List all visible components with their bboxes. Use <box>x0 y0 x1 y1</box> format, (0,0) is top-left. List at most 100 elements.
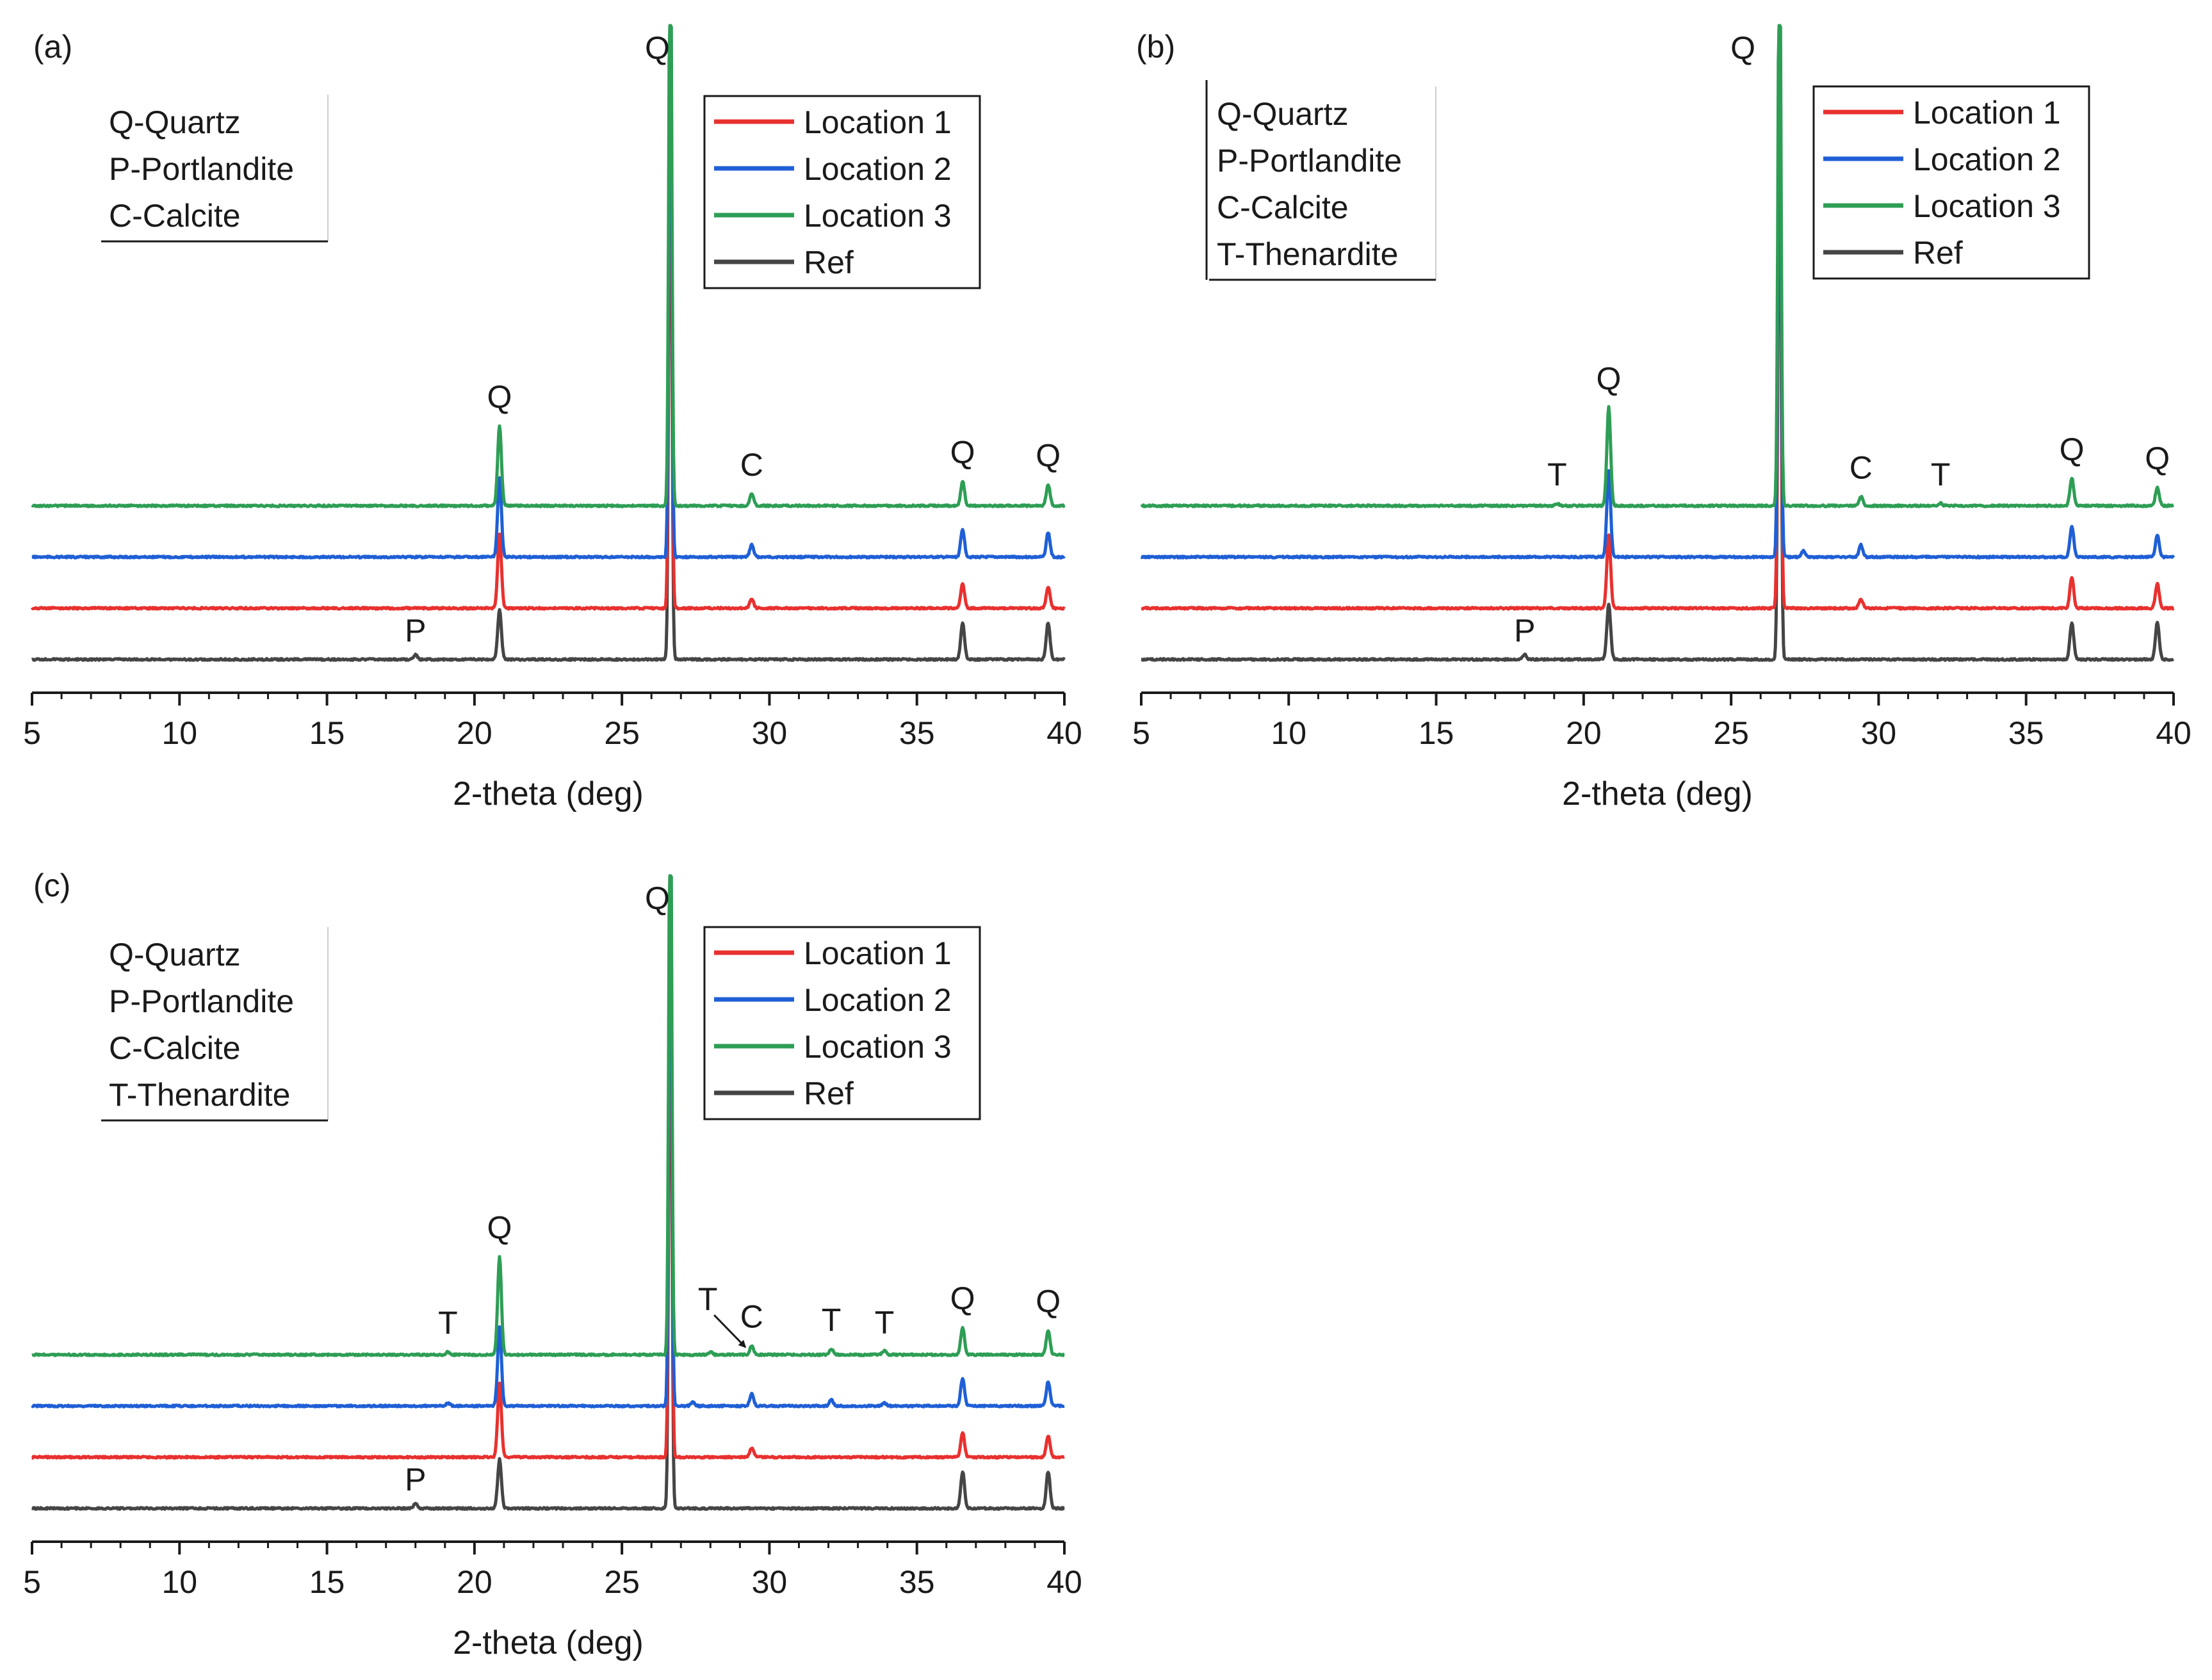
x-tick-label: 20 <box>457 1564 492 1600</box>
x-tick-label: 10 <box>161 715 197 751</box>
x-tick-label: 15 <box>309 1564 345 1600</box>
series-line-location-1 <box>1140 24 2175 611</box>
peak-label: T <box>1547 456 1567 492</box>
x-tick-label: 15 <box>309 715 345 751</box>
x-tick-label: 40 <box>1046 1564 1082 1600</box>
key-entry: C-Calcite <box>1217 190 1349 225</box>
x-axis-title: 2-theta (deg) <box>1562 775 1753 812</box>
peak-label: Q <box>487 1210 512 1246</box>
peak-label: Q <box>2060 432 2085 467</box>
peak-label: C <box>740 447 763 483</box>
peak-label: T <box>1931 456 1951 492</box>
series-line-ref <box>31 56 1066 662</box>
x-tick-label: 10 <box>1271 715 1306 751</box>
series-line-ref <box>1140 56 2175 662</box>
x-tick-label: 25 <box>604 715 640 751</box>
peak-label: Q <box>950 1280 975 1316</box>
peak-label: Q <box>1036 437 1061 473</box>
x-tick-label: 25 <box>604 1564 640 1600</box>
key-entry: P-Portlandite <box>1217 143 1402 179</box>
x-axis-title: 2-theta (deg) <box>453 775 644 812</box>
panel-label: (c) <box>33 868 70 903</box>
mineral-key: Q-Quartz P-Portlandite C-Calcite T-Thenardi… <box>1205 80 1436 281</box>
legend-label: Location 1 <box>804 935 952 971</box>
x-tick-label: 40 <box>1046 715 1082 751</box>
peak-label: Q <box>2145 440 2170 476</box>
legend-frame <box>1812 85 2090 280</box>
peak-label: C <box>1850 450 1873 486</box>
x-tick-label: 20 <box>1566 715 1602 751</box>
x-tick-label: 15 <box>1419 715 1454 751</box>
peak-label: P <box>405 1462 426 1498</box>
peak-label: P <box>405 613 426 649</box>
key-entry: T-Thenardite <box>1217 236 1398 272</box>
legend-label: Location 3 <box>1913 188 2061 224</box>
peak-label: T <box>875 1304 895 1340</box>
peak-label: T <box>438 1305 458 1341</box>
legend-label: Location 3 <box>804 1029 952 1065</box>
series-legend: Location 1 Location 2 Location 3 Ref <box>703 95 981 289</box>
key-entry: P-Portlandite <box>109 983 294 1019</box>
key-entry: C-Calcite <box>109 198 241 234</box>
series-line-location-3 <box>31 24 1066 508</box>
x-tick-label: 40 <box>2156 715 2192 751</box>
x-tick-label: 5 <box>1132 715 1150 751</box>
x-tick-label: 10 <box>161 1564 197 1600</box>
key-entry: Q-Quartz <box>1217 96 1349 132</box>
x-tick-label: 5 <box>23 1564 41 1600</box>
legend-label: Location 1 <box>804 104 952 140</box>
legend-label: Ref <box>1913 235 1963 271</box>
x-tick-label: 20 <box>457 715 492 751</box>
peak-label: Q <box>645 30 670 66</box>
legend-frame <box>703 926 981 1120</box>
legend-label: Location 2 <box>1913 141 2061 177</box>
x-tick-label: 30 <box>752 1564 788 1600</box>
legend-frame <box>703 95 981 289</box>
series-line-location-3 <box>31 874 1066 1357</box>
panel-label: (a) <box>33 29 72 65</box>
legend-label: Location 2 <box>804 151 952 187</box>
legend-label: Ref <box>804 245 854 280</box>
series-line-location-2 <box>31 874 1066 1409</box>
key-entry: Q-Quartz <box>109 104 241 140</box>
x-tick-label: 35 <box>899 1564 935 1600</box>
series-line-location-2 <box>31 24 1066 560</box>
panel-label: (b) <box>1136 29 1175 65</box>
x-tick-label: 35 <box>899 715 935 751</box>
series-line-location-3 <box>1140 24 2175 508</box>
legend-label: Ref <box>804 1076 854 1111</box>
key-entry: T-Thenardite <box>109 1077 290 1113</box>
peak-label: Q <box>950 435 975 471</box>
x-axis-title: 2-theta (deg) <box>453 1624 644 1661</box>
legend-label: Location 1 <box>1913 95 2061 131</box>
peak-label: P <box>1514 613 1535 649</box>
legend-label: Location 2 <box>804 982 952 1018</box>
peak-label: Q <box>1730 30 1755 66</box>
peak-label: T <box>822 1302 842 1337</box>
peak-label: T <box>698 1281 718 1317</box>
x-tick-label: 25 <box>1713 715 1749 751</box>
x-tick-label: 30 <box>1861 715 1897 751</box>
mineral-key: Q-Quartz P-Portlandite C-Calcite <box>101 95 329 243</box>
peak-label: Q <box>1036 1284 1061 1320</box>
key-entry: Q-Quartz <box>109 937 241 973</box>
mineral-key: Q-Quartz P-Portlandite C-Calcite T-Thenardi… <box>101 927 329 1122</box>
series-line-location-1 <box>31 874 1066 1460</box>
peak-label: Q <box>487 379 512 415</box>
peak-label: Q <box>645 880 670 916</box>
series-line-ref <box>31 906 1066 1511</box>
series-line-location-2 <box>1140 24 2175 560</box>
series-legend: Location 1 Location 2 Location 3 Ref <box>703 926 981 1120</box>
x-tick-label: 5 <box>23 715 41 751</box>
peak-label: C <box>740 1299 763 1335</box>
series-line-location-1 <box>30 24 1066 611</box>
peak-arrow <box>713 1314 747 1348</box>
series-legend: Location 1 Location 2 Location 3 Ref <box>1812 85 2090 280</box>
key-entry: P-Portlandite <box>109 151 294 187</box>
x-tick-label: 35 <box>2008 715 2044 751</box>
key-entry: C-Calcite <box>109 1030 241 1066</box>
peak-label: Q <box>1597 360 1622 396</box>
legend-label: Location 3 <box>804 198 952 234</box>
